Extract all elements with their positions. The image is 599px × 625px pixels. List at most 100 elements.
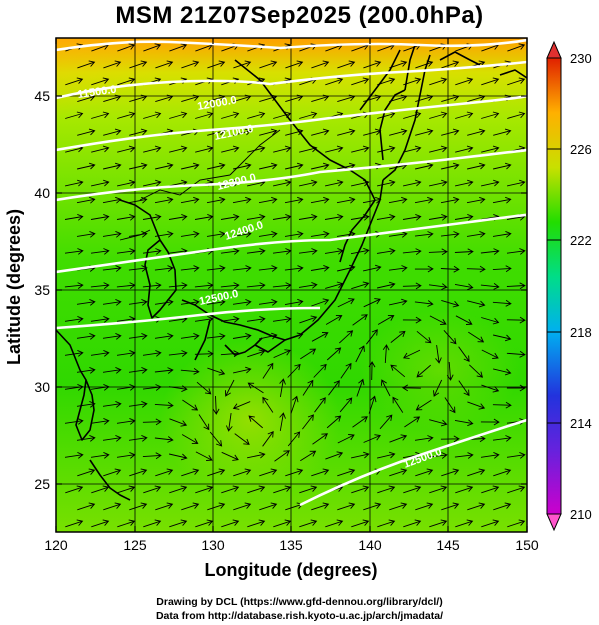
wind-arrow xyxy=(376,213,396,221)
wind-arrow xyxy=(90,213,110,221)
wind-arrow xyxy=(299,111,318,119)
wind-arrow xyxy=(416,330,432,344)
wind-arrow xyxy=(102,265,122,272)
wind-arrow xyxy=(467,128,486,136)
x-tick-label: 135 xyxy=(279,537,303,553)
wind-arrow xyxy=(339,397,353,413)
wind-arrow xyxy=(90,282,110,289)
wind-arrow xyxy=(310,230,330,238)
wind-arrow xyxy=(129,128,148,136)
wind-arrow xyxy=(326,347,342,361)
wind-arrow xyxy=(64,248,84,255)
wind-arrow xyxy=(155,60,174,69)
wind-arrow xyxy=(65,519,84,528)
x-tick-label: 145 xyxy=(436,537,460,553)
wind-arrow xyxy=(195,485,214,494)
wind-arrow xyxy=(168,350,188,357)
wind-arrow xyxy=(117,519,136,528)
wind-arrow xyxy=(467,468,486,477)
wind-arrow xyxy=(102,332,122,340)
wind-arrow xyxy=(337,60,356,69)
wind-arrow xyxy=(284,298,304,306)
wind-arrow xyxy=(466,196,486,204)
wind-arrow xyxy=(129,60,148,69)
wind-arrow xyxy=(455,145,474,153)
wind-arrow xyxy=(247,485,266,494)
wind-arrow xyxy=(492,435,512,442)
wind-arrow xyxy=(414,231,434,238)
wind-arrow xyxy=(441,468,460,477)
x-axis-label: Longitude (degrees) xyxy=(204,560,377,580)
wind-arrow xyxy=(273,485,292,494)
wind-arrow xyxy=(312,433,329,445)
wind-arrow xyxy=(455,315,473,325)
wind-arrow xyxy=(414,196,434,204)
wind-arrow xyxy=(221,145,240,153)
wind-arrow xyxy=(169,485,188,494)
wind-arrow xyxy=(311,468,330,477)
wind-arrow xyxy=(180,230,200,238)
wind-arrow xyxy=(232,265,252,272)
wind-arrow xyxy=(287,363,301,378)
wind-arrow xyxy=(76,366,96,374)
wind-arrow xyxy=(455,111,474,119)
wind-arrow xyxy=(180,196,200,204)
map-title: MSM 21Z07Sep2025 (200.0hPa) xyxy=(115,2,484,29)
wind-arrow xyxy=(389,298,408,306)
wind-arrow xyxy=(376,451,396,459)
wind-arrow xyxy=(441,128,460,136)
wind-arrow xyxy=(154,367,174,374)
wind-arrow xyxy=(480,451,500,459)
wind-arrow xyxy=(154,265,174,272)
wind-arrow xyxy=(455,179,474,187)
wind-arrow xyxy=(142,282,162,289)
wind-arrow xyxy=(142,248,162,255)
wind-arrow xyxy=(302,379,314,396)
wind-arrow xyxy=(76,332,96,340)
wind-arrow xyxy=(377,314,395,325)
wind-arrow xyxy=(248,415,263,429)
wind-arrow xyxy=(363,298,381,308)
wind-arrow xyxy=(168,213,188,221)
wind-arrow xyxy=(181,434,199,445)
wind-arrow xyxy=(129,162,148,170)
wind-arrow xyxy=(77,60,96,69)
wind-arrow xyxy=(337,298,355,308)
wind-arrow xyxy=(403,519,422,528)
wind-arrow xyxy=(299,315,318,324)
wind-arrow xyxy=(441,60,460,69)
wind-arrow xyxy=(363,434,382,443)
wind-arrow xyxy=(389,434,408,443)
wind-arrow xyxy=(388,230,408,238)
wind-arrow xyxy=(77,162,96,170)
wind-arrow xyxy=(379,414,393,430)
wind-arrow xyxy=(284,265,304,272)
wind-arrow xyxy=(428,283,448,290)
colorbar-bar xyxy=(546,57,562,515)
wind-arrow xyxy=(207,162,226,170)
wind-arrow xyxy=(492,299,512,307)
wind-arrow xyxy=(221,451,239,461)
wind-arrow xyxy=(169,145,188,153)
wind-arrow xyxy=(65,77,84,86)
wind-arrow xyxy=(468,364,484,378)
wind-arrow xyxy=(169,43,188,52)
wind-arrow xyxy=(415,468,434,477)
wind-arrow xyxy=(221,485,240,494)
wind-arrow xyxy=(492,196,512,204)
wind-arrow xyxy=(207,468,226,477)
x-ticks xyxy=(55,38,528,532)
wind-arrow xyxy=(258,265,278,272)
wind-arrow xyxy=(390,330,406,343)
wind-arrow xyxy=(404,416,421,428)
wind-arrow xyxy=(284,196,304,204)
wind-arrow xyxy=(262,430,274,447)
wind-arrow xyxy=(76,298,96,306)
wind-arrow xyxy=(290,395,299,414)
wind-arrow xyxy=(155,468,174,477)
wind-arrow xyxy=(117,485,136,494)
wind-arrow xyxy=(65,179,84,187)
wind-arrow xyxy=(377,179,396,187)
x-tick-label: 150 xyxy=(515,537,539,553)
wind-arrow xyxy=(435,345,442,364)
